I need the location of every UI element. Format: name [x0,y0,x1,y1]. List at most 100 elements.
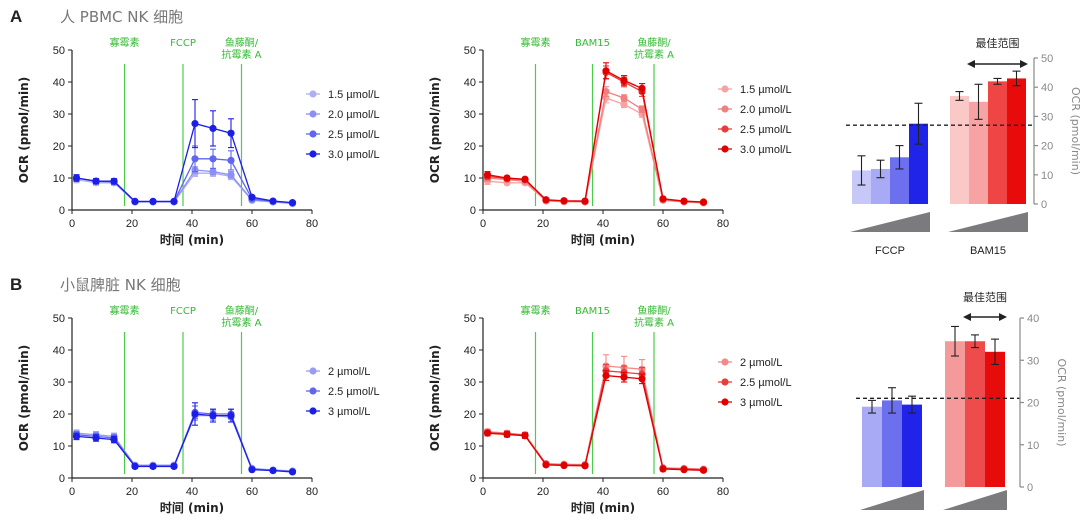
series-line [487,374,704,471]
bar [969,101,988,204]
data-point [209,412,217,420]
best-range-label: 最佳范围 [976,36,1020,50]
y-tick-label: 10 [1027,440,1039,452]
data-point [191,120,199,128]
y-tick-label: 20 [1041,141,1053,153]
dose-wedge [943,490,1007,510]
x-tick-label: 0 [480,486,486,498]
legend-swatch [309,367,317,375]
data-point [659,465,667,473]
injection-label: 鱼藤酮/ [225,36,259,49]
y-tick-label: 40 [464,345,476,357]
y-tick-label: 40 [464,77,476,89]
y-tick-label: 10 [53,173,65,185]
category-label: BAM15 [970,245,1006,257]
y-tick-label: 30 [464,109,476,121]
injection-label: 鱼藤酮/ [225,304,259,317]
y-tick-label: 10 [53,441,65,453]
chart-a-bar-summary: FCCP BAM15 最佳范围 0 10 20 30 40 50 OCR (pmol/min) [846,36,1080,257]
data-point [638,375,646,383]
legend-swatch [721,358,729,366]
data-point [560,461,568,470]
y-axis-title: OCR (pmol/min) [17,77,31,183]
legend-label: 3.0 µmol/L [328,149,380,161]
legend-swatch [309,150,317,158]
injection-label: 鱼藤酮/ [637,304,671,317]
data-point [503,174,511,182]
legend-swatch [721,105,729,113]
data-point [288,199,297,207]
x-tick-label: 20 [126,486,138,498]
y-tick-label: 0 [470,205,476,217]
x-tick-label: 60 [657,486,669,498]
panel-title-b: 小鼠脾脏 NK 细胞 [60,276,181,294]
y-tick-label: 40 [53,345,65,357]
y-tick-label: 50 [464,313,476,325]
data-point [521,432,529,440]
dose-wedge [850,212,930,232]
injection-label: 寡霉素 [521,36,551,49]
y-tick-label: 30 [53,109,65,121]
legend-swatch [309,407,317,415]
y-tick-label: 20 [53,409,65,421]
y-tick-label: 30 [53,377,65,389]
injection-label: 寡霉素 [521,304,551,317]
data-point [680,466,688,474]
y-tick-label: 50 [464,45,476,57]
panel-letter-b: B [10,275,22,294]
data-point [542,461,550,469]
y-axis-title: OCR (pmol/min) [17,345,31,451]
data-point [149,197,157,205]
legend-swatch [721,85,729,93]
data-point [269,197,277,205]
y-axis-title: OCR (pmol/min) [428,345,442,451]
y-tick-label: 50 [53,45,65,57]
data-point [680,197,688,205]
data-point [191,410,199,418]
data-point [581,197,589,205]
legend-label: 2.0 µmol/L [328,109,380,121]
bar [988,81,1007,204]
data-point [620,373,628,381]
data-point [503,430,511,439]
data-point [602,372,610,380]
data-point [131,197,139,205]
legend-label: 2.0 µmol/L [740,104,792,116]
dose-wedge [948,212,1028,232]
x-tick-label: 60 [246,486,258,498]
y-tick-label: 10 [1041,170,1053,182]
y-tick-label: 0 [59,205,65,217]
bar [950,95,969,204]
data-point [227,156,235,164]
series-line [76,413,293,473]
y-axis-title: OCR (pmol/min) [1069,87,1080,175]
chart-b-bar-summary: 最佳范围 0 10 20 30 40 OCR (pmol/min) [856,290,1068,510]
legend-swatch [309,90,317,98]
data-point [227,171,235,179]
panel-letter-a: A [10,7,22,26]
arrow-head-left [967,60,975,68]
y-tick-label: 30 [1027,355,1039,367]
injection-label: 寡霉素 [110,304,140,317]
bar [965,341,985,487]
legend-label: 2 µmol/L [740,357,782,369]
y-tick-label: 20 [53,141,65,153]
x-tick-label: 80 [717,486,729,498]
y-axis-title: OCR (pmol/min) [1055,359,1068,447]
bar [1007,78,1026,204]
data-point [248,193,256,201]
injection-label: 抗霉素 A [634,48,674,61]
arrow-head-left [963,313,971,321]
data-point [110,177,118,185]
y-tick-label: 40 [1027,313,1039,325]
data-point [209,155,217,163]
data-point [483,429,492,437]
data-point [699,198,708,206]
chart-b-ocr-fccp: 0 10 20 30 40 50 0 20 40 60 80 时间 (min) OCR (pmol/mi… [17,304,380,515]
chart-a-ocr-fccp: 0 10 20 30 40 50 0 20 40 60 80 时间 (min) OCR (pmol/mi… [17,36,380,247]
y-tick-label: 0 [59,473,65,485]
y-tick-label: 20 [464,141,476,153]
legend-label: 1.5 µmol/L [740,84,792,96]
legend-swatch [721,398,729,406]
series-line [487,90,704,204]
